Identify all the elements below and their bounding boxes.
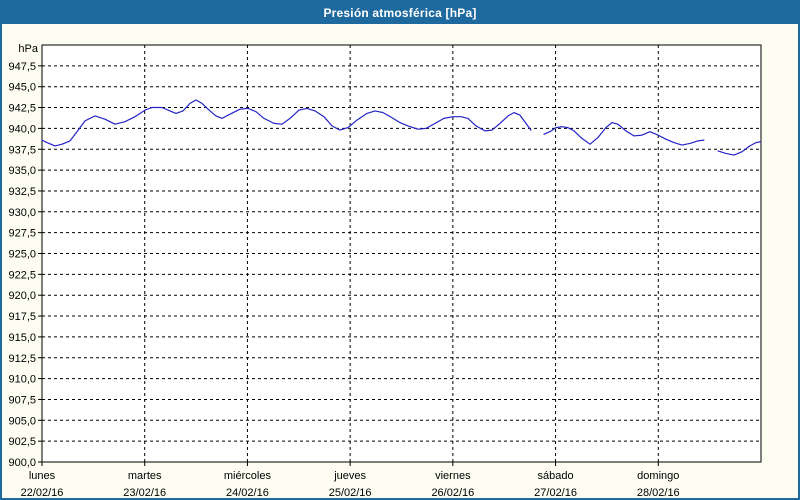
y-tick-label: 930,0	[8, 207, 36, 219]
x-date-label: 27/02/16	[534, 487, 577, 499]
plot-frame	[41, 44, 762, 463]
x-date-label: 23/02/16	[123, 487, 166, 499]
y-tick-label: 907,5	[8, 394, 36, 406]
plot-area	[42, 45, 761, 462]
y-tick-label: 945,0	[8, 82, 36, 94]
y-tick-label: 910,0	[8, 374, 36, 386]
pressure-line	[41, 99, 762, 156]
x-date-label: 24/02/16	[226, 487, 269, 499]
y-tick-label: 912,5	[8, 353, 36, 365]
window-title: Presión atmosférica [hPa]	[2, 2, 798, 24]
y-tick-label: 902,5	[8, 436, 36, 448]
y-tick-label: 947,5	[8, 61, 36, 73]
y-tick-label: 917,5	[8, 311, 36, 323]
x-day-label: viernes	[435, 470, 471, 482]
y-tick-label: 937,5	[8, 144, 36, 156]
x-day-label: martes	[128, 470, 162, 482]
y-tick-label: 927,5	[8, 228, 36, 240]
x-date-label: 25/02/16	[329, 487, 372, 499]
y-tick-label: 940,0	[8, 123, 36, 135]
y-tick-label: 900,0	[8, 457, 36, 469]
x-day-label: lunes	[29, 470, 56, 482]
y-tick-label: 942,5	[8, 103, 36, 115]
y-tick-label: 925,0	[8, 249, 36, 261]
x-day-label: jueves	[333, 470, 366, 482]
y-axis-unit-label: hPa	[18, 43, 38, 55]
x-day-label: miércoles	[224, 470, 272, 482]
x-day-label: domingo	[637, 470, 679, 482]
x-date-label: 22/02/16	[21, 487, 64, 499]
x-day-label: sábado	[538, 470, 574, 482]
y-tick-label: 922,5	[8, 269, 36, 281]
y-tick-label: 920,0	[8, 290, 36, 302]
x-date-label: 26/02/16	[431, 487, 474, 499]
x-date-label: 28/02/16	[637, 487, 680, 499]
y-tick-label: 905,0	[8, 415, 36, 427]
y-tick-label: 935,0	[8, 165, 36, 177]
y-tick-label: 915,0	[8, 332, 36, 344]
y-tick-label: 932,5	[8, 186, 36, 198]
